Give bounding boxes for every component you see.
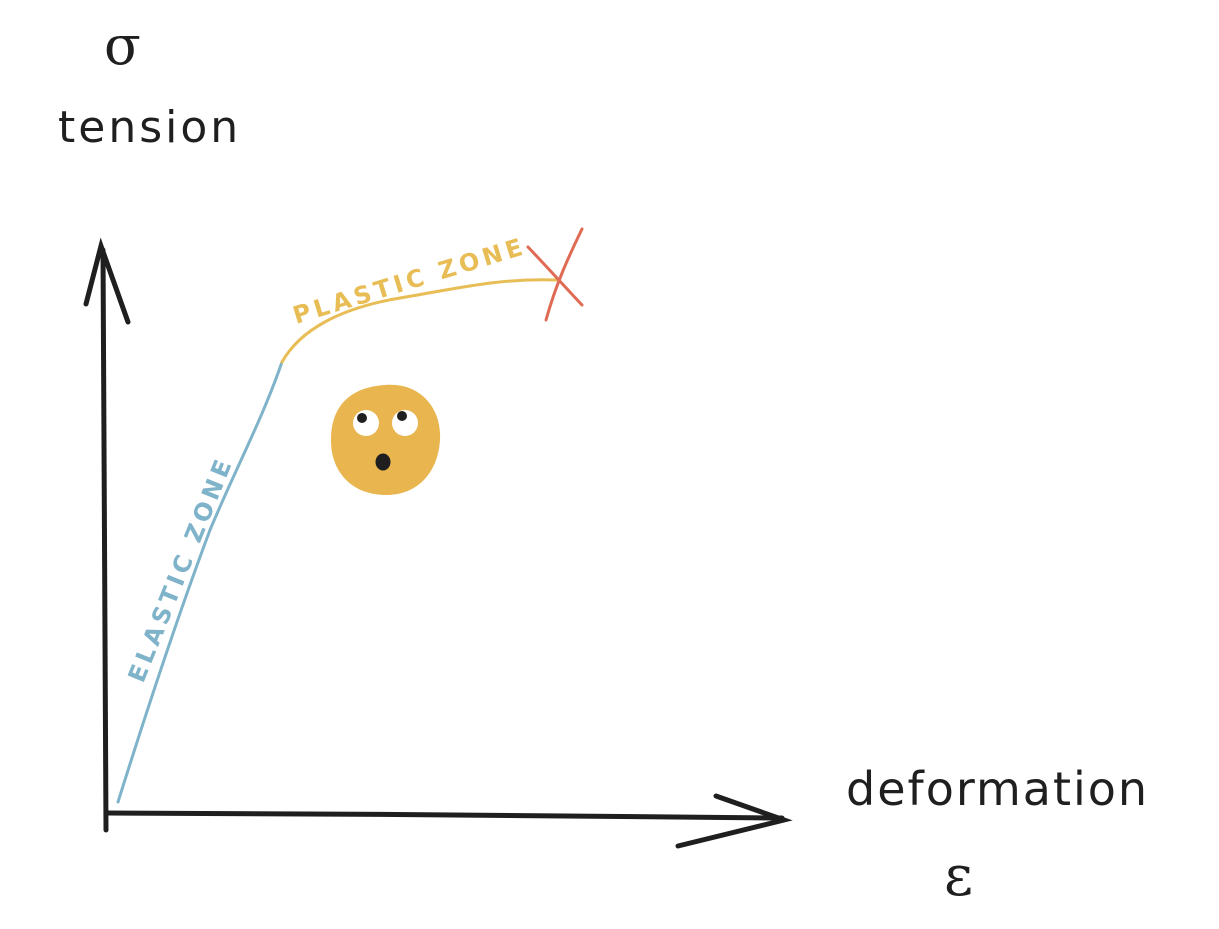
x-axis-symbol: ε <box>944 844 973 909</box>
x-axis-label: deformation <box>846 762 1149 816</box>
plastic-zone-label: PLASTIC ZONE <box>290 232 530 330</box>
y-axis-arrowhead <box>83 237 131 325</box>
left-pupil <box>357 413 367 423</box>
left-eye-white <box>353 410 379 436</box>
y-axis <box>83 237 131 833</box>
plastic-curve <box>280 278 558 364</box>
x-axis-line <box>103 810 785 821</box>
shocked-face-icon <box>330 384 441 496</box>
x-axis-arrowhead <box>675 793 793 849</box>
face-circle <box>330 384 441 496</box>
elastic-curve <box>116 360 284 804</box>
y-axis-symbol: σ <box>104 14 141 77</box>
mouth <box>375 453 391 471</box>
y-axis-label: tension <box>58 102 241 153</box>
elastic-zone-label: ELASTIC ZONE <box>123 452 239 686</box>
cross-icon <box>526 227 584 322</box>
x-axis <box>103 793 793 849</box>
y-axis-line <box>100 247 109 833</box>
right-pupil <box>397 411 407 421</box>
